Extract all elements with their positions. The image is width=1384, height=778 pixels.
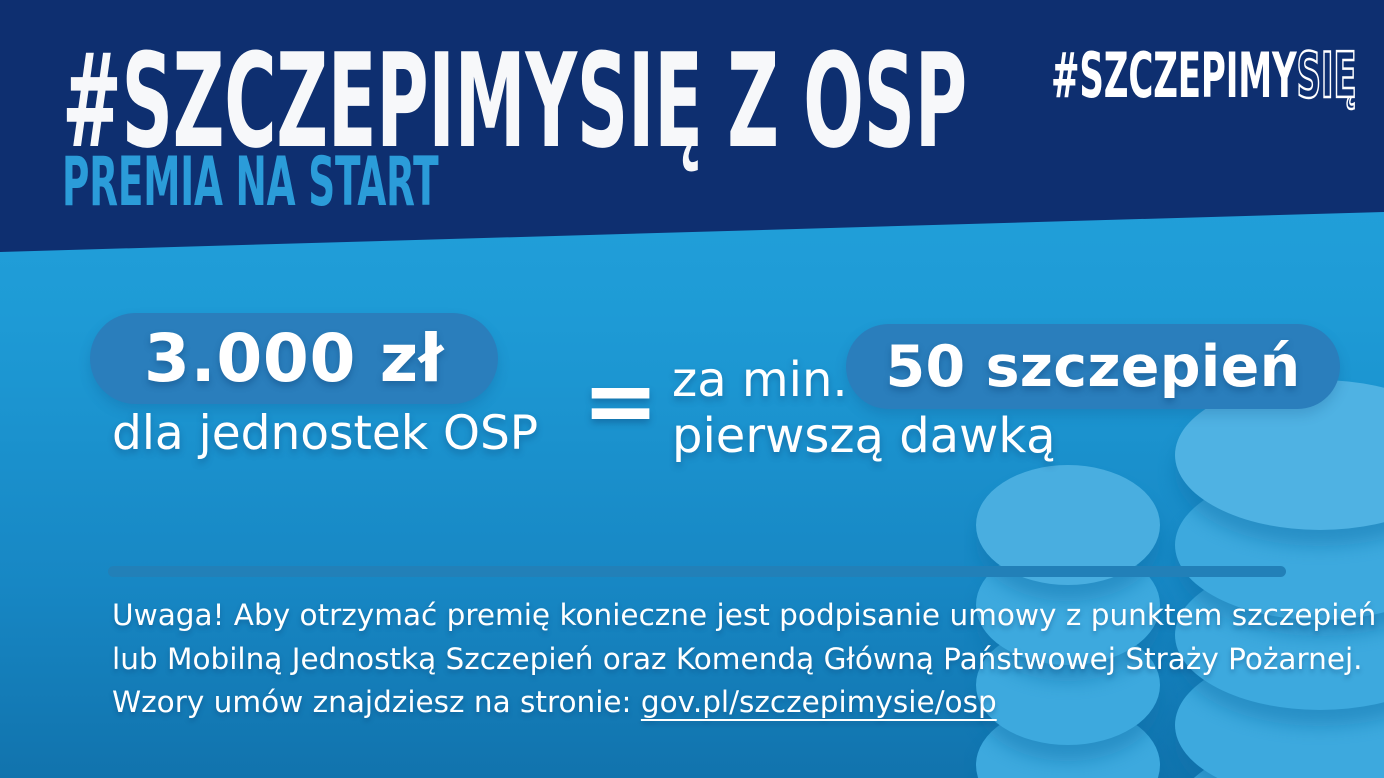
campaign-logo-solid: #SZCZEPIMY — [1051, 39, 1297, 112]
page-title-text: #SZCZEPIMYSIĘ Z OSP — [62, 25, 967, 177]
campaign-logo-outline: SIĘ — [1296, 39, 1358, 112]
header-band: #SZCZEPIMYSIĘ Z OSP PREMIA NA START #SZC… — [0, 0, 1384, 252]
amount-caption: dla jednostek OSP — [112, 406, 539, 461]
condition-pill: 50 szczepień — [846, 324, 1340, 409]
coin-stack-right — [1175, 380, 1384, 778]
condition-caption: pierwszą dawką — [672, 408, 1056, 464]
page-subtitle: PREMIA NA START — [62, 143, 746, 222]
footer-line-3: Wzory umów znajdziesz na stronie: gov.pl… — [112, 681, 1376, 725]
divider-line — [108, 566, 1286, 577]
footer-url-link[interactable]: gov.pl/szczepimysie/osp — [640, 685, 997, 719]
footer-note: Uwaga! Aby otrzymać premię konieczne jes… — [112, 594, 1376, 725]
equals-sign: = — [582, 347, 660, 454]
campaign-logo: #SZCZEPIMYSIĘ — [801, 39, 1358, 112]
footer-line-1: Uwaga! Aby otrzymać premię konieczne jes… — [112, 598, 1377, 632]
condition-highlight: 50 szczepień — [885, 333, 1301, 400]
campaign-logo-text: #SZCZEPIMYSIĘ — [1051, 39, 1358, 112]
footer-line-3-prefix: Wzory umów znajdziesz na stronie: — [112, 685, 641, 719]
amount-pill: 3.000 zł — [90, 313, 498, 404]
footer-line-2: lub Mobilną Jednostką Szczepień oraz Kom… — [112, 641, 1363, 676]
page-title: #SZCZEPIMYSIĘ Z OSP — [62, 30, 1384, 173]
amount-value: 3.000 zł — [144, 320, 444, 397]
condition-prefix: za min. — [672, 352, 848, 408]
page-subtitle-text: PREMIA NA START — [62, 143, 439, 222]
